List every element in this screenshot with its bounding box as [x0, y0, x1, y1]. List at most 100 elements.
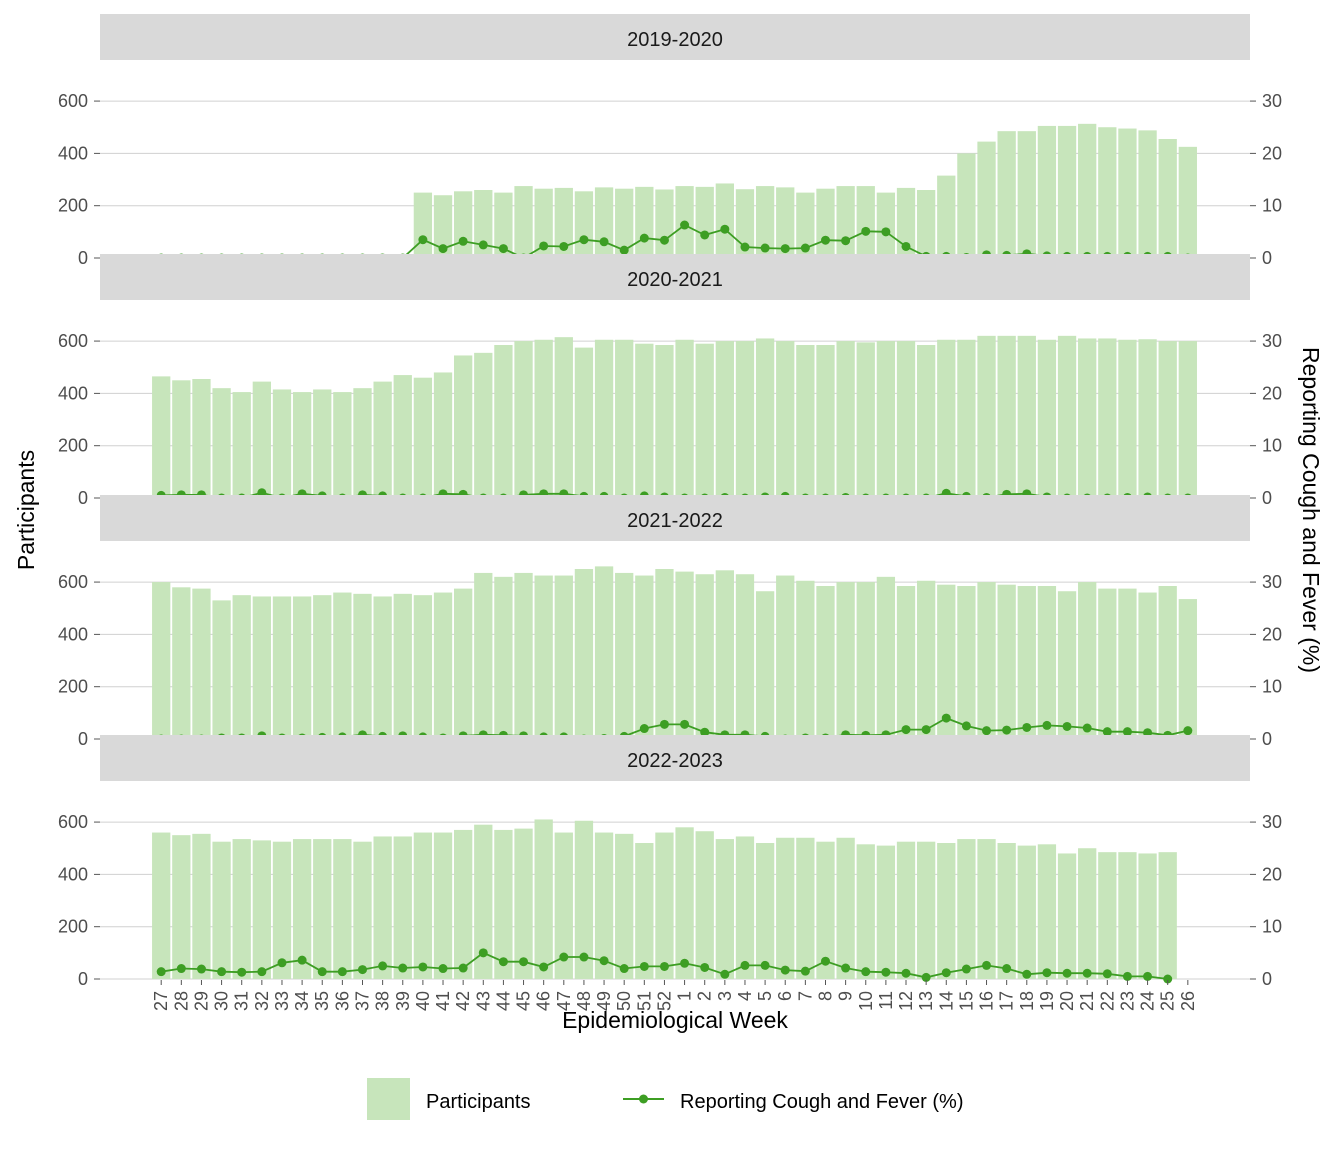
point-cough-fever — [1042, 720, 1052, 730]
bar-participants — [172, 587, 191, 739]
point-cough-fever — [800, 966, 810, 976]
bar-participants — [574, 820, 594, 979]
x-tick-label: 21 — [1077, 991, 1097, 1011]
bar-participants — [876, 192, 896, 258]
bar-participants — [232, 595, 251, 739]
x-tick-label: 16 — [977, 991, 997, 1011]
panel-strip — [100, 495, 1250, 541]
bar-participants — [152, 582, 171, 739]
point-cough-fever — [1022, 969, 1032, 979]
x-tick-label: 29 — [192, 991, 212, 1011]
bar-participants — [413, 595, 433, 739]
point-cough-fever — [1062, 721, 1072, 731]
point-cough-fever — [1183, 726, 1193, 736]
bar-participants — [454, 829, 473, 979]
x-tick-label: 23 — [1117, 991, 1137, 1011]
bar-participants — [353, 593, 372, 739]
bar-participants — [856, 342, 875, 498]
bar-participants — [715, 570, 734, 739]
x-tick-label: 46 — [534, 991, 554, 1011]
point-cough-fever — [498, 244, 508, 254]
bar-participants — [755, 591, 775, 739]
point-cough-fever — [941, 968, 951, 978]
point-cough-fever — [941, 713, 951, 723]
bar-participants — [494, 576, 513, 739]
point-cough-fever — [378, 961, 388, 971]
bar-participants — [1057, 853, 1077, 979]
right-tick-label: 0 — [1262, 248, 1272, 268]
x-tick-label: 24 — [1138, 991, 1158, 1011]
bar-participants — [735, 574, 755, 739]
legend-label-cough-fever: Reporting Cough and Fever (%) — [680, 1091, 963, 1113]
bar-participants — [1037, 586, 1057, 739]
bar-participants — [192, 833, 211, 979]
bar-participants — [594, 339, 614, 498]
point-cough-fever — [861, 967, 871, 977]
right-tick-label: 20 — [1262, 624, 1282, 644]
bar-participants — [776, 837, 795, 979]
x-tick-label: 7 — [795, 991, 815, 1001]
point-cough-fever — [539, 962, 549, 972]
x-tick-label: 40 — [413, 991, 433, 1011]
bar-participants — [1138, 130, 1157, 258]
left-tick-label: 200 — [58, 677, 88, 697]
point-cough-fever — [760, 960, 770, 970]
bar-participants — [1037, 125, 1057, 258]
panel-2020-2021: 2020-2021 0 200 400 600 0 10 20 30 — [58, 254, 1282, 508]
bar-participants — [715, 341, 734, 498]
bar-participants — [615, 188, 634, 258]
point-cough-fever — [740, 960, 750, 970]
point-cough-fever — [1122, 971, 1132, 981]
bar-participants — [937, 584, 956, 739]
bar-participants — [675, 571, 694, 739]
point-cough-fever — [881, 227, 891, 237]
bar-participants — [1078, 123, 1097, 258]
point-cough-fever — [961, 721, 971, 731]
bar-participants — [393, 593, 412, 739]
point-cough-fever — [861, 226, 871, 236]
x-tick-label: 50 — [614, 991, 634, 1011]
bar-participants — [916, 580, 936, 739]
point-cough-fever — [820, 235, 830, 245]
bar-participants — [957, 586, 976, 739]
bar-participants — [635, 343, 654, 498]
x-tick-label: 35 — [312, 991, 332, 1011]
point-cough-fever — [539, 241, 549, 251]
x-tick-label: 37 — [353, 991, 373, 1011]
bar-participants — [514, 828, 533, 979]
right-tick-label: 20 — [1262, 143, 1282, 163]
bar-participants — [514, 341, 533, 498]
x-tick-label: 48 — [574, 991, 594, 1011]
x-tick-label: 22 — [1097, 991, 1117, 1011]
x-tick-label: 10 — [856, 991, 876, 1011]
bar-participants — [152, 376, 171, 498]
bar-participants — [594, 566, 614, 739]
bar-participants — [1057, 125, 1077, 258]
bar-participants — [957, 339, 976, 498]
point-cough-fever — [1002, 964, 1012, 974]
point-cough-fever — [982, 726, 992, 736]
point-cough-fever — [579, 235, 589, 245]
bar-participants — [695, 831, 714, 979]
point-cough-fever — [559, 241, 569, 251]
point-cough-fever — [780, 244, 790, 254]
bar-participants — [615, 339, 634, 498]
x-tick-label: 25 — [1158, 991, 1178, 1011]
right-tick-label: 30 — [1262, 91, 1282, 111]
bar-participants — [353, 841, 372, 979]
bar-participants — [313, 389, 332, 498]
point-cough-fever — [257, 967, 267, 977]
x-tick-label: 32 — [252, 991, 272, 1011]
bar-participants — [755, 843, 775, 979]
left-tick-label: 400 — [58, 864, 88, 884]
x-tick-label: 41 — [433, 991, 453, 1011]
point-cough-fever — [277, 958, 287, 968]
right-tick-label: 20 — [1262, 383, 1282, 403]
bar-participants — [272, 596, 292, 739]
bar-participants — [635, 186, 654, 258]
bar-participants — [373, 381, 392, 498]
bar-participants — [292, 596, 312, 739]
bar-participants — [937, 175, 956, 258]
bar-participants — [252, 840, 271, 979]
bar-participants — [896, 841, 916, 979]
